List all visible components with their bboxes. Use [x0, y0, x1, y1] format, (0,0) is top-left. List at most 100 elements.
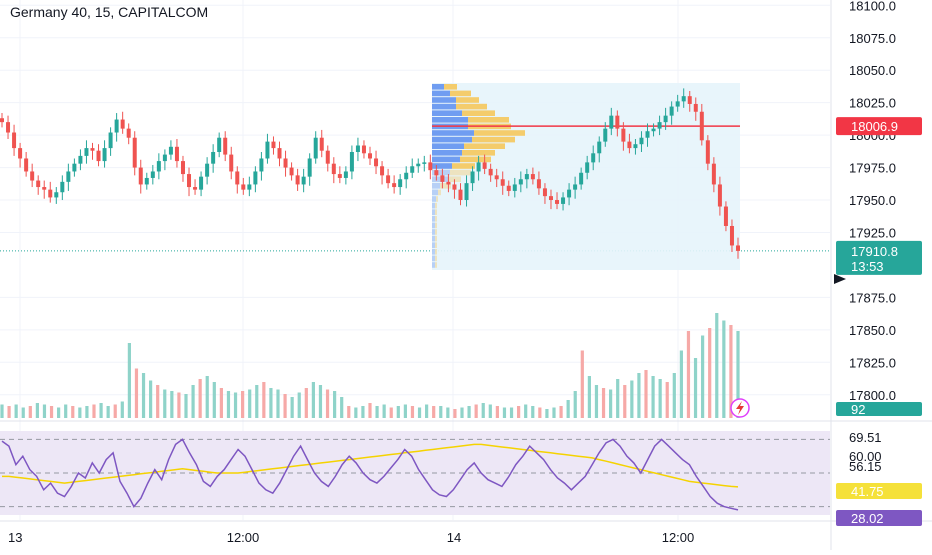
vp-bar-down: [448, 176, 461, 182]
candle-down: [615, 115, 620, 129]
rsi-ma-tag: 41.75: [836, 483, 922, 499]
volume-bar: [191, 385, 195, 418]
candle-down: [380, 166, 385, 176]
candle-up: [669, 106, 674, 116]
volume-bar: [630, 380, 634, 418]
volume-bar: [609, 389, 613, 418]
candle-down: [386, 175, 391, 184]
lightning-icon: [730, 398, 750, 418]
volume-bar: [559, 406, 563, 418]
price-tick-label: 17975.0: [849, 161, 896, 176]
candle-down: [717, 184, 722, 207]
vp-bar-down: [435, 216, 437, 222]
vp-bar-down: [474, 130, 525, 136]
candle-down: [277, 148, 282, 159]
candle-down: [548, 196, 553, 201]
volume-bar: [99, 403, 103, 418]
vp-bar-down: [450, 169, 471, 176]
volume-bar: [106, 406, 110, 418]
volume-bar: [219, 388, 223, 418]
vp-bar-down: [435, 235, 437, 242]
candle-down: [699, 111, 704, 141]
candle-up: [253, 171, 258, 185]
last-price-tag-text: 17910.8: [851, 244, 898, 259]
time-label: 12:00: [662, 530, 695, 545]
vp-bar-down: [435, 209, 437, 215]
volume-bar: [21, 407, 25, 418]
candle-down: [621, 128, 626, 142]
vp-bar-up: [432, 242, 435, 248]
candle-down: [138, 167, 143, 185]
candle-down: [440, 175, 445, 182]
candle-up: [355, 145, 360, 152]
volume-bar: [290, 397, 294, 418]
vp-bar-down: [435, 222, 437, 229]
candle-down: [24, 158, 29, 172]
vp-bar-down: [435, 255, 437, 262]
vp-bar-up: [432, 255, 435, 262]
volume-tag: 92: [836, 402, 922, 417]
candle-up: [657, 122, 662, 129]
vp-bar-up: [432, 202, 435, 209]
volume-bar: [163, 389, 167, 418]
candle-down: [434, 170, 439, 176]
volume-bar: [580, 350, 584, 418]
vp-bar-down: [438, 189, 441, 196]
volume-bar: [488, 404, 492, 418]
vp-bar-up: [432, 189, 438, 196]
candle-down: [126, 128, 131, 138]
volume-bar: [156, 385, 160, 418]
candle-down: [0, 118, 4, 123]
candle-down: [337, 174, 342, 178]
candle-down: [132, 137, 137, 168]
volume-bar: [375, 406, 379, 418]
volume-bar: [141, 373, 146, 418]
candlesticks: [0, 88, 740, 259]
volume-bar: [255, 385, 259, 418]
vp-bar-down: [462, 150, 495, 156]
volume-bar: [184, 394, 188, 418]
volume-bars: [0, 313, 750, 418]
volume-bar: [92, 404, 96, 418]
poc-tag-text: 18006.9: [851, 119, 898, 134]
countdown-tag-text: 13:53: [851, 259, 884, 274]
volume-bar: [205, 376, 209, 418]
volume-bar: [262, 382, 266, 418]
volume-bar: [623, 385, 627, 418]
candle-up: [168, 146, 173, 155]
candle-up: [211, 151, 216, 164]
candle-down: [446, 181, 451, 185]
candle-up: [663, 115, 668, 123]
vp-bar-up: [432, 163, 452, 169]
candle-down: [42, 187, 47, 190]
candle-down: [368, 153, 372, 159]
candle-up: [307, 158, 312, 177]
vp-bar-up: [432, 196, 436, 202]
volume-bar: [57, 407, 61, 418]
time-axis: 13 12:00 14 12:00: [8, 530, 694, 545]
candle-up: [404, 172, 409, 180]
vp-bar-down: [435, 202, 437, 209]
candle-down: [319, 137, 324, 151]
volume-bar: [389, 407, 393, 418]
volume-bar: [524, 404, 528, 418]
candle-down: [18, 148, 23, 159]
candle-up: [144, 177, 149, 185]
price-axis: 18100.018075.018050.018025.018000.017975…: [830, 0, 896, 550]
arrow-right-icon: [834, 274, 846, 284]
candle-down: [711, 163, 716, 185]
candle-up: [199, 176, 204, 190]
volume-bar: [311, 382, 315, 418]
vp-bar-up: [432, 150, 462, 156]
candle-up: [561, 197, 566, 204]
price-tick-label: 18100.0: [849, 0, 896, 13]
symbol-title[interactable]: Germany 40, 15, CAPITALCOM: [10, 4, 209, 20]
vp-bar-down: [436, 196, 438, 202]
time-label: 13: [8, 530, 22, 545]
candle-down: [6, 122, 11, 133]
volume-bar: [495, 406, 499, 418]
candle-down: [223, 137, 228, 155]
volume-bar: [708, 328, 712, 418]
